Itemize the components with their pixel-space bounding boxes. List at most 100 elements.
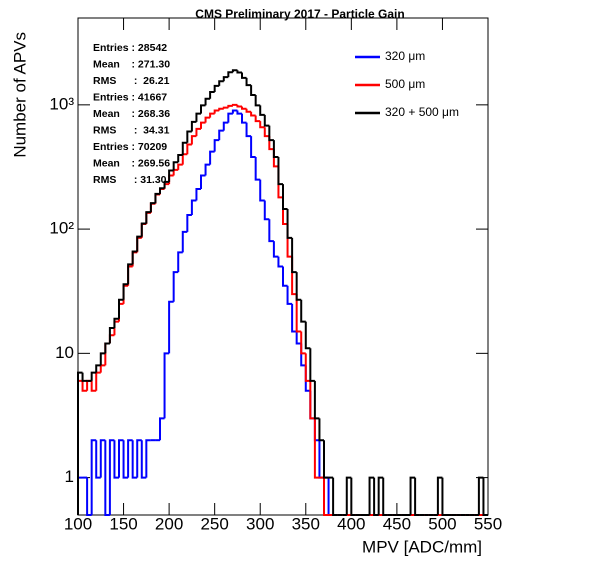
x-axis-label: MPV [ADC/mm] [362,537,482,556]
stats-line: Mean : 271.30 [93,58,170,70]
histogram-bin [231,69,238,73]
x-tick-label: 350 [292,514,320,533]
histogram-bin [95,371,101,391]
histogram-bin [118,298,124,319]
histogram-bin [323,477,329,516]
histogram-bin [222,106,229,109]
histogram-bin [272,241,279,258]
stats-line: Entries : 41667 [93,91,167,103]
histogram-bin [236,104,242,108]
histogram-bin [145,211,151,224]
histogram-bin [222,76,229,82]
histogram-bin [304,353,311,382]
legend-label: 320 μm [385,49,425,63]
histogram-bin [250,136,256,159]
histogram-bin [295,294,302,333]
histogram-bin [209,112,215,118]
histogram-bin [200,174,206,190]
x-tick-label: 300 [246,514,274,533]
y-axis-label: Number of APVs [10,32,29,158]
histogram-bin [291,237,297,274]
histogram-bin [227,71,233,78]
plot-frame [77,17,489,516]
histogram-bin [122,440,129,479]
y-tick-label: 10 [55,343,74,362]
x-tick-label: 500 [428,514,456,533]
histogram-bin [377,476,384,515]
histogram-bin [236,110,242,115]
histogram-bin [163,352,170,419]
histogram-bin [441,477,447,516]
histogram-bin [213,139,220,152]
histogram-bin [263,200,270,221]
histogram-bin [177,251,183,273]
histogram-bin [136,439,142,478]
histogram-bin [127,263,133,285]
histogram-bin [108,439,115,515]
histogram-bin [345,476,352,515]
x-tick-label: 550 [474,514,502,533]
chart-title: CMS Preliminary 2017 - Particle Gain [195,7,404,21]
histogram-bin [113,440,119,479]
stats-line: Mean : 269.56 [93,157,170,169]
histogram-bin [304,321,311,350]
stats-line: Entries : 28542 [93,42,167,54]
stats-line: Mean : 268.36 [93,108,170,120]
histogram-bin [209,150,215,165]
histogram-bin [259,105,265,116]
histogram-bin [295,331,302,345]
histogram-bin [177,153,183,163]
histogram-bin [263,114,270,127]
histogram-bin [172,271,179,302]
histogram-bin [259,179,265,202]
y-tick-label: 1 [65,467,74,486]
histogram-bin [149,202,156,213]
y-tick-label: 10² [49,219,74,238]
histogram-bin [159,187,165,194]
histogram-bin [277,256,283,268]
stats-line: RMS : 26.21 [93,75,170,87]
histogram-bin [227,104,233,108]
histogram-bin [323,440,329,479]
histogram-bin [90,439,97,515]
histogram-bin [373,477,379,516]
histogram-bin [218,129,224,141]
histogram-bin [195,112,201,122]
histogram-bin [90,371,97,381]
histogram-bin [99,352,106,366]
histogram-bin [140,222,147,237]
histogram-bin [181,141,188,155]
histogram-bin [318,418,324,442]
histogram-bin [99,439,106,478]
histogram-bin [163,180,170,189]
histogram-bin [268,219,274,243]
histogram-bin [213,109,220,114]
histogram-bin [241,106,247,110]
histogram-bin [250,85,256,97]
histogram-bin [241,72,247,79]
histogram-bin [127,439,133,478]
histogram-bin [204,116,211,123]
histogram-bin [113,317,119,328]
histogram-bin [186,130,192,143]
histogram-bin [81,380,88,392]
histogram-bin [104,440,110,516]
histogram-bin [231,103,238,106]
stats-line: RMS : 31.30 [93,174,167,186]
histogram-bin [172,161,179,171]
legend-label: 500 μm [385,77,425,91]
histogram-bin [118,439,124,478]
histogram-bin [282,266,288,287]
histogram-bin [190,199,197,215]
histogram-bin [291,303,297,333]
histogram-bin [382,477,388,516]
histogram-bin [154,192,160,204]
x-tick-label: 450 [383,514,411,533]
histogram-bin [332,477,338,516]
histogram-bin [277,157,283,186]
histogram-bin [245,122,252,138]
x-tick-label: 150 [109,514,137,533]
legend-label: 320 + 500 μm [385,105,459,119]
histogram-bin [131,440,138,479]
histogram-bin [309,380,315,420]
